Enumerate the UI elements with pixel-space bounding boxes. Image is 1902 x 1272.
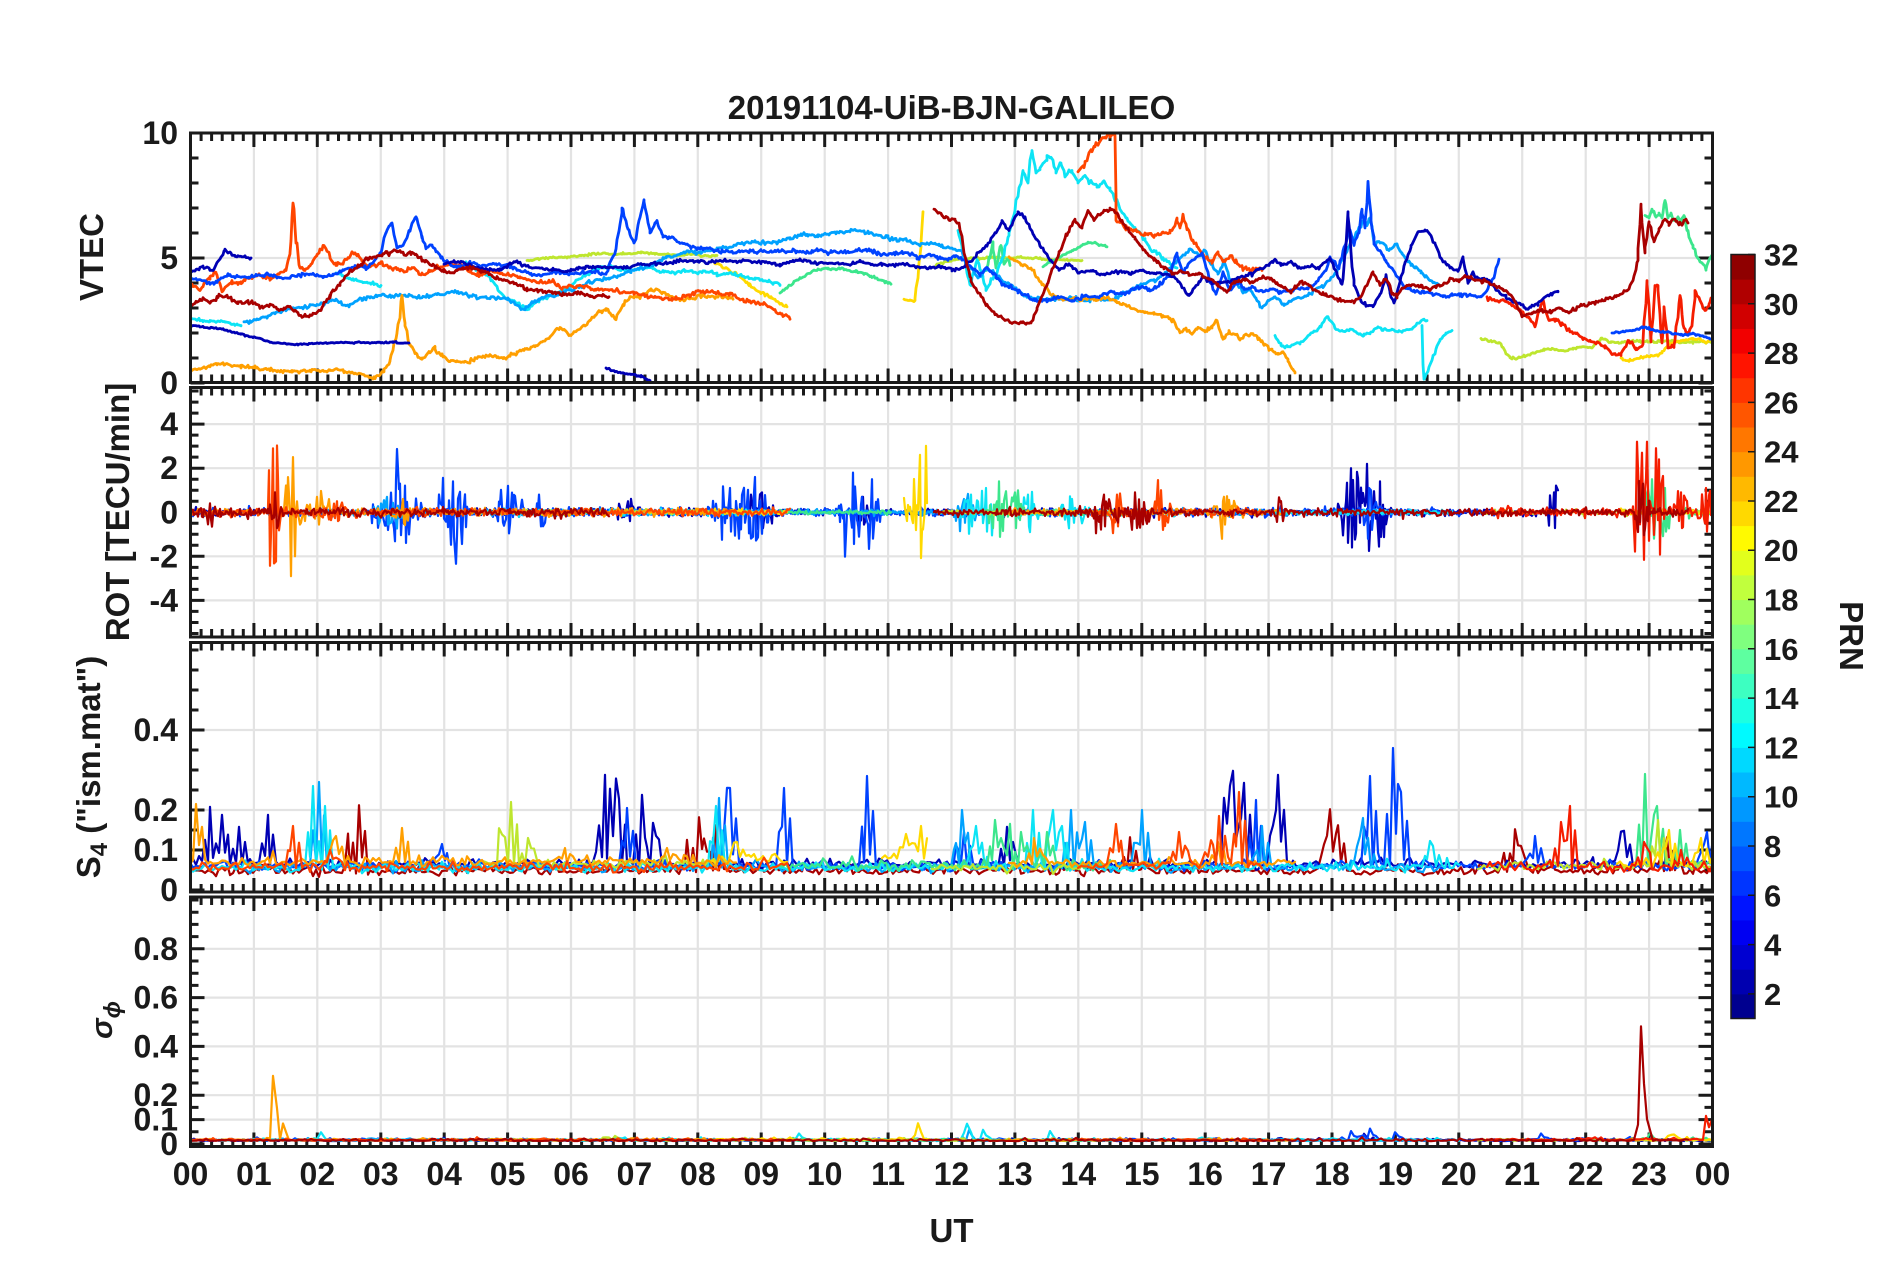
svg-text:PRN: PRN [1833,601,1870,671]
svg-text:12: 12 [934,1156,970,1192]
svg-text:0.2: 0.2 [134,1077,178,1113]
svg-text:-2: -2 [150,538,178,574]
svg-text:28: 28 [1764,336,1798,371]
svg-text:20: 20 [1764,533,1798,568]
svg-text:0.2: 0.2 [134,792,178,828]
svg-text:σϕ: σϕ [84,1001,125,1039]
svg-text:VTEC: VTEC [73,213,110,301]
svg-text:4: 4 [160,406,178,442]
svg-text:0.4: 0.4 [134,712,179,748]
svg-text:00: 00 [173,1156,209,1192]
svg-text:12: 12 [1764,730,1798,765]
svg-text:19: 19 [1378,1156,1414,1192]
svg-text:16: 16 [1187,1156,1223,1192]
svg-text:0: 0 [160,365,178,401]
svg-text:5: 5 [160,240,178,276]
svg-text:08: 08 [680,1156,716,1192]
svg-text:0: 0 [160,1126,178,1162]
svg-text:16: 16 [1764,632,1798,667]
svg-text:4: 4 [1764,928,1782,963]
svg-text:01: 01 [236,1156,272,1192]
svg-text:22: 22 [1568,1156,1604,1192]
svg-text:13: 13 [997,1156,1033,1192]
svg-text:8: 8 [1764,829,1781,864]
svg-text:10: 10 [807,1156,843,1192]
svg-text:26: 26 [1764,385,1798,420]
svg-text:10: 10 [1764,780,1798,815]
svg-text:03: 03 [363,1156,399,1192]
svg-text:14: 14 [1764,681,1799,716]
svg-text:14: 14 [1061,1156,1097,1192]
svg-text:06: 06 [553,1156,589,1192]
svg-text:ROT [TECU/min]: ROT [TECU/min] [99,383,136,641]
svg-text:0.1: 0.1 [134,1102,178,1138]
svg-text:09: 09 [743,1156,779,1192]
svg-text:24: 24 [1764,435,1799,470]
svg-text:00: 00 [1695,1156,1731,1192]
svg-text:02: 02 [300,1156,336,1192]
svg-text:20: 20 [1441,1156,1477,1192]
svg-text:05: 05 [490,1156,526,1192]
svg-text:07: 07 [617,1156,653,1192]
svg-text:0.8: 0.8 [134,931,178,967]
svg-text:6: 6 [1764,878,1781,913]
svg-text:04: 04 [426,1156,462,1192]
svg-text:0.1: 0.1 [134,832,178,868]
svg-text:21: 21 [1504,1156,1540,1192]
svg-text:2: 2 [1764,977,1781,1012]
svg-text:22: 22 [1764,484,1798,519]
svg-text:0: 0 [160,494,178,530]
svg-text:30: 30 [1764,287,1798,322]
svg-text:17: 17 [1251,1156,1287,1192]
svg-text:-4: -4 [150,582,179,618]
svg-text:23: 23 [1631,1156,1667,1192]
svg-text:0.4: 0.4 [134,1028,179,1064]
svg-text:UT: UT [930,1212,974,1249]
svg-text:11: 11 [871,1156,905,1192]
svg-text:10: 10 [142,115,178,151]
svg-text:S4 ("ism.mat"): S4 ("ism.mat") [70,656,113,879]
svg-text:32: 32 [1764,238,1798,273]
svg-text:0.6: 0.6 [134,980,178,1016]
svg-text:0: 0 [160,872,178,908]
svg-text:2: 2 [160,450,178,486]
svg-text:15: 15 [1124,1156,1160,1192]
svg-text:20191104-UiB-BJN-GALILEO: 20191104-UiB-BJN-GALILEO [728,89,1175,126]
svg-text:18: 18 [1764,583,1798,618]
svg-text:18: 18 [1314,1156,1350,1192]
